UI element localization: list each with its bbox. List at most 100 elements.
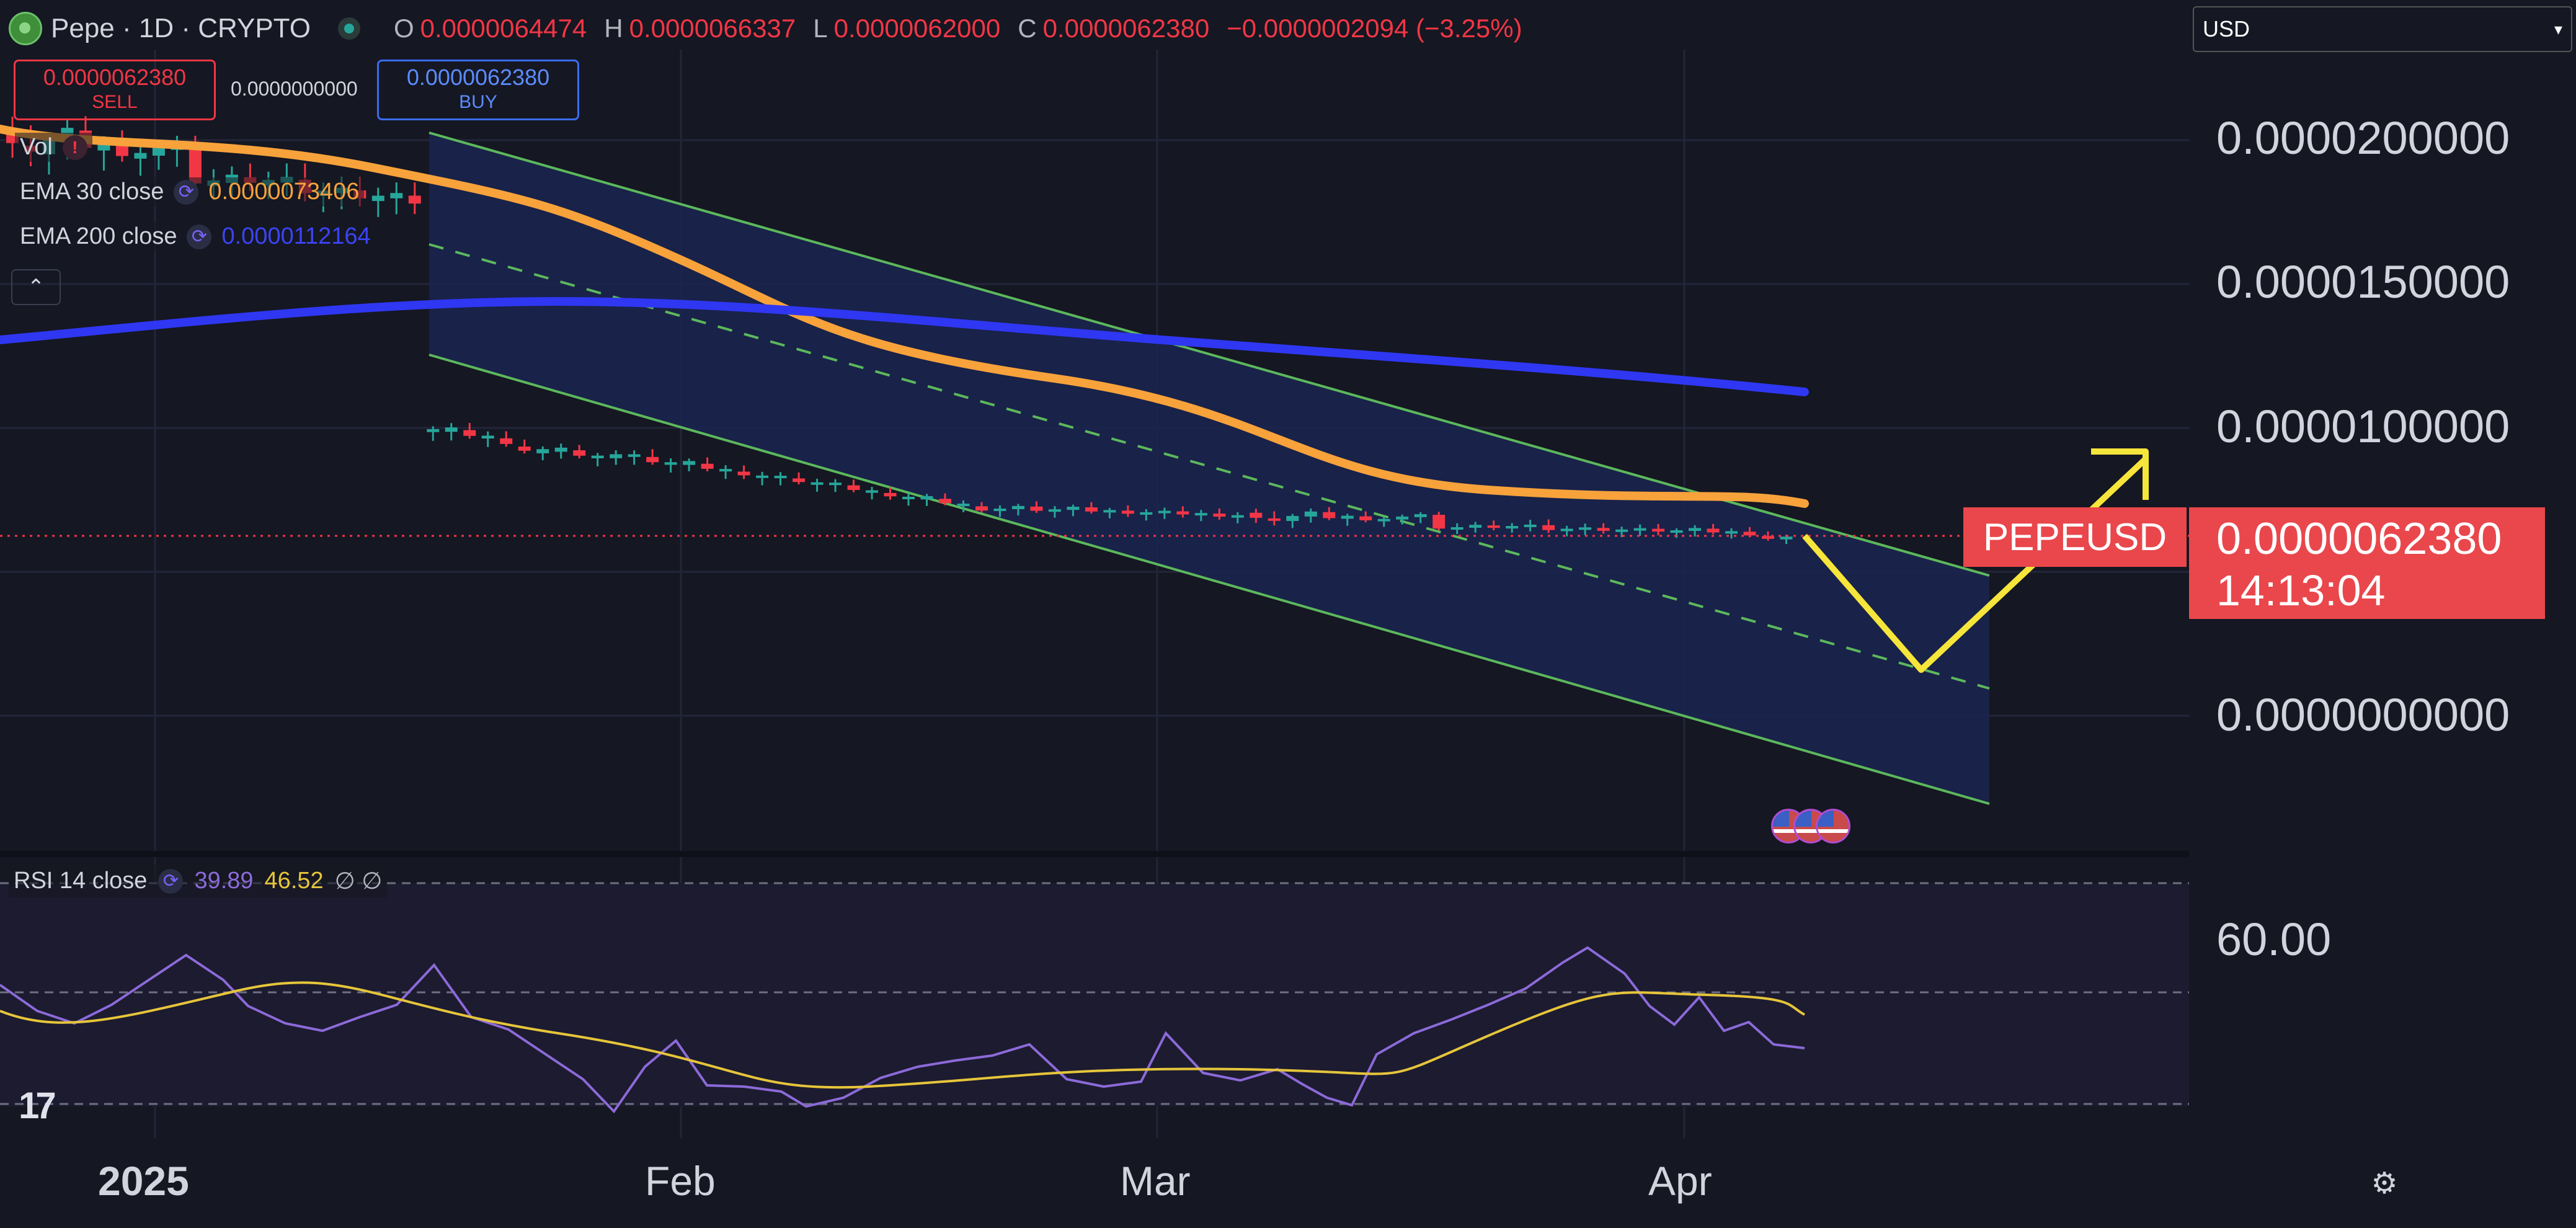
candle-body <box>610 454 623 458</box>
candle-body <box>701 463 714 469</box>
candle-body <box>408 195 421 204</box>
candle-body <box>536 449 549 453</box>
candle-body <box>1597 528 1610 531</box>
candle-body <box>957 504 970 507</box>
candle-body <box>793 478 806 483</box>
time-axis-label: Apr <box>1648 1158 1712 1204</box>
candle-body <box>1780 536 1793 540</box>
legend-rsi[interactable]: RSI 14 close ⟳ 39.89 46.52 ∅ ∅ <box>9 865 388 897</box>
collapse-legend-button[interactable]: ⌃ <box>11 269 61 305</box>
buy-button[interactable]: 0.0000062380 BUY <box>377 60 579 120</box>
candle-body <box>902 496 915 499</box>
projection-arrowhead <box>2091 448 2149 500</box>
candle-body <box>390 193 403 198</box>
settings-icon[interactable]: ⚙ <box>2371 1167 2398 1200</box>
candle-body <box>463 430 476 436</box>
economic-events-icon[interactable] <box>1771 809 1850 843</box>
time-axis-label: Feb <box>645 1158 716 1204</box>
candle-body <box>518 447 531 451</box>
ema30-value: 0.0000073406 <box>208 179 360 205</box>
rsi-label: RSI 14 close <box>14 868 148 894</box>
candle-body <box>1359 516 1372 520</box>
candle-body <box>774 476 787 479</box>
ema30-line <box>0 125 1809 508</box>
candle-body <box>1450 527 1463 530</box>
candle-body <box>1396 516 1409 520</box>
candle-body <box>1579 527 1592 530</box>
current-price-tag: 0.0000062380 14:13:04 <box>2189 507 2545 619</box>
price-axis-label: 0.0000150000 <box>2216 256 2510 308</box>
candle-body <box>189 144 202 184</box>
candle-body <box>1524 524 1537 527</box>
time-axis-label: 2025 <box>98 1158 189 1204</box>
low-label: L <box>813 14 828 43</box>
candle-body <box>1140 512 1153 515</box>
us-flag-icon[interactable] <box>1816 809 1850 843</box>
candle-body <box>664 462 677 465</box>
candle-body <box>1560 528 1573 532</box>
candle-body <box>1103 510 1116 513</box>
currency-select[interactable]: USD ▾ <box>2193 6 2572 52</box>
time-axis-label: Mar <box>1120 1158 1191 1204</box>
candle-body <box>573 450 586 456</box>
candle-body <box>1652 528 1665 532</box>
candle-body <box>1689 528 1702 531</box>
symbol-title[interactable]: Pepe · 1D · CRYPTO <box>51 13 311 43</box>
close-label: C <box>1018 14 1037 43</box>
candle-body <box>1762 536 1775 539</box>
high-value: 0.0000066337 <box>629 14 796 43</box>
candle-body <box>1432 515 1446 529</box>
candle-body <box>737 471 750 476</box>
candle-body <box>683 461 696 465</box>
ema200-label: EMA 200 close <box>20 223 177 249</box>
sync-icon[interactable]: ⟳ <box>158 868 184 894</box>
sell-button[interactable]: 0.0000062380 SELL <box>14 60 216 120</box>
tradingview-logo-icon[interactable]: 17 <box>19 1085 56 1126</box>
candle-body <box>1542 525 1555 530</box>
legend-ema30[interactable]: EMA 30 close ⟳ 0.0000073406 <box>15 177 365 207</box>
legend-ema200[interactable]: EMA 200 close ⟳ 0.0000112164 <box>15 222 376 251</box>
rsi-axis-label: 60.00 <box>2216 914 2332 965</box>
candle-body <box>591 455 604 458</box>
change-value: −0.0000002094 (−3.25%) <box>1227 14 1522 43</box>
candle-body <box>1085 507 1098 512</box>
candle-body <box>1067 507 1080 510</box>
candle-body <box>1268 518 1281 521</box>
candle-body <box>1158 510 1171 514</box>
sync-icon[interactable]: ⟳ <box>174 179 199 205</box>
candle-body <box>1213 514 1226 517</box>
symbol-header: Pepe · 1D · CRYPTO O 0.0000064474 H 0.0000… <box>9 10 1522 47</box>
candle-body <box>1194 513 1207 516</box>
candle-body <box>866 490 879 493</box>
candle-body <box>500 438 513 444</box>
legend-volume[interactable]: Vol ! <box>15 133 92 162</box>
chevron-down-icon: ▾ <box>2554 19 2562 38</box>
candle-body <box>1377 518 1390 522</box>
regression-channel-fill <box>429 133 1989 804</box>
rsi-line <box>0 946 1805 1114</box>
candle-body <box>445 427 458 432</box>
candle-body <box>1670 530 1683 533</box>
warning-icon[interactable]: ! <box>62 135 87 160</box>
close-value: 0.0000062380 <box>1042 14 1210 43</box>
candle-body <box>1633 528 1646 531</box>
rsi-value: 39.89 <box>194 868 254 894</box>
candle-body <box>847 485 860 490</box>
candle-body <box>811 482 824 485</box>
sync-icon[interactable]: ⟳ <box>187 224 212 249</box>
candle-body <box>1506 526 1519 529</box>
candle-body <box>1341 515 1354 519</box>
candle-body <box>993 509 1006 512</box>
candle-body <box>1304 511 1317 517</box>
candle-body <box>646 456 659 463</box>
rsi-ma-line <box>0 981 1805 1089</box>
candle-body <box>427 429 440 432</box>
bar-countdown: 14:13:04 <box>2216 566 2386 615</box>
candle-body <box>481 435 494 439</box>
symbol-price-tag: PEPEUSD <box>1963 507 2187 567</box>
candle-body <box>938 499 951 504</box>
market-status-icon[interactable] <box>337 17 360 40</box>
candle-body <box>1615 529 1628 532</box>
current-price: 0.0000062380 <box>2216 514 2502 564</box>
